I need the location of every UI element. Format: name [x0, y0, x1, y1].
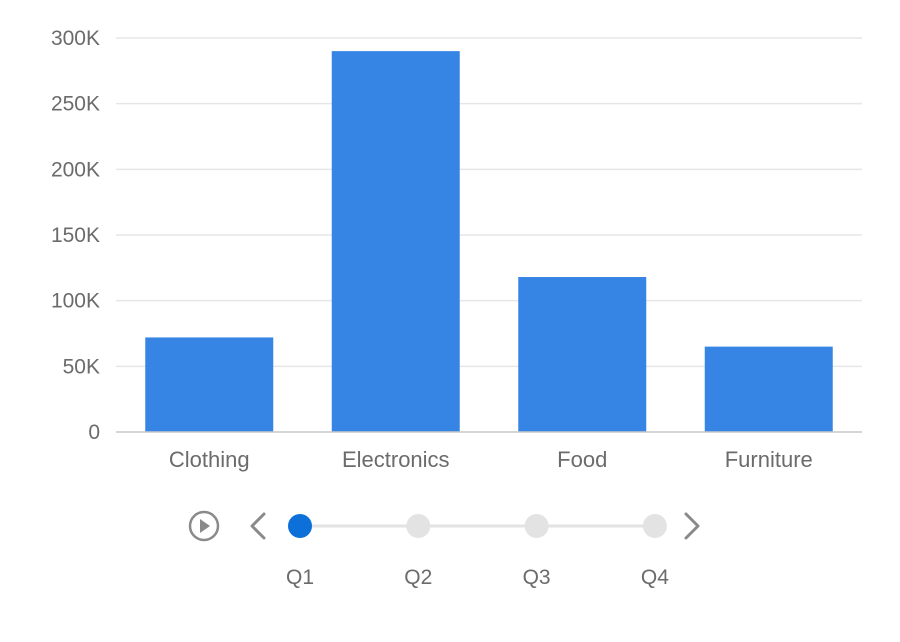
- x-category-label: Furniture: [725, 447, 813, 472]
- timeline-player: Q1 Q2 Q3 Q4: [188, 510, 704, 589]
- x-category-label: Clothing: [169, 447, 250, 472]
- timeline-step-labels: Q1 Q2 Q3 Q4: [286, 566, 669, 589]
- timeline-step-label: Q3: [523, 566, 551, 589]
- timeline-step-q4[interactable]: [642, 514, 667, 538]
- chevron-right-icon: [684, 512, 700, 540]
- timeline-step-q2[interactable]: [406, 514, 431, 538]
- bar-furniture: [704, 346, 833, 432]
- y-tick-label: 100K: [51, 290, 100, 313]
- x-category-label: Electronics: [342, 447, 450, 472]
- y-axis-ticks: 0 50K 100K 150K 200K 250K 300K: [51, 27, 100, 444]
- timeline-step-label: Q2: [404, 566, 432, 589]
- y-tick-label: 300K: [51, 27, 100, 50]
- next-button[interactable]: [680, 510, 704, 542]
- play-circle-icon: [188, 510, 220, 542]
- bar-food: [518, 277, 647, 432]
- play-triangle-icon: [200, 519, 210, 533]
- timeline-step-label: Q1: [286, 566, 314, 589]
- x-axis-categories: Clothing Electronics Food Furniture: [169, 447, 813, 472]
- previous-button[interactable]: [246, 510, 270, 542]
- chevron-left-icon: [250, 512, 266, 540]
- bar-clothing: [145, 337, 274, 432]
- x-category-label: Food: [557, 447, 607, 472]
- timeline-step-label: Q4: [641, 566, 669, 589]
- y-tick-label: 200K: [51, 158, 100, 181]
- timeline-steps: [288, 514, 667, 538]
- y-tick-label: 50K: [63, 355, 100, 378]
- bar-electronics: [331, 51, 460, 433]
- timeline-step-q1[interactable]: [288, 514, 312, 538]
- gridlines: [116, 37, 862, 368]
- y-tick-label: 250K: [51, 93, 100, 116]
- bars: [145, 51, 833, 433]
- timeline-step-q3[interactable]: [524, 514, 549, 538]
- y-tick-label: 0: [88, 421, 100, 444]
- y-tick-label: 150K: [51, 224, 100, 247]
- play-button[interactable]: [188, 510, 220, 542]
